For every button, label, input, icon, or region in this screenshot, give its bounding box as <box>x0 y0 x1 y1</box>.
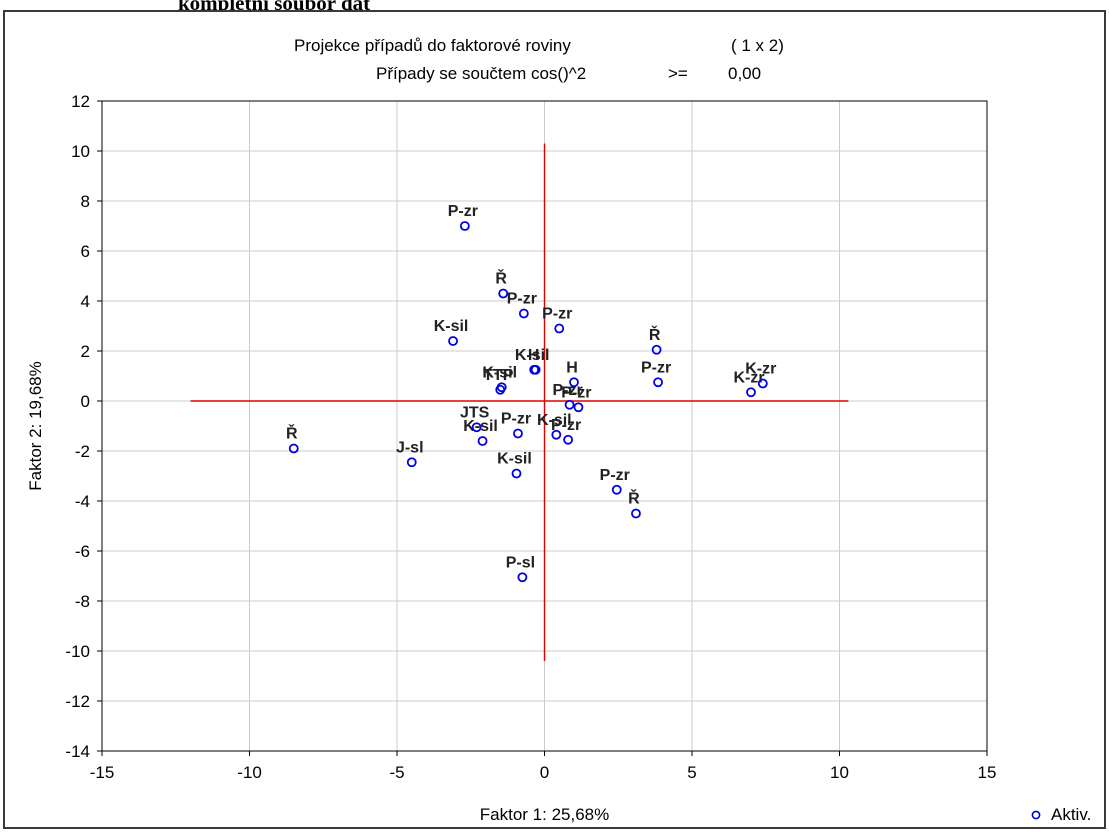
data-point-label: K-zr <box>745 361 776 378</box>
data-point <box>631 508 641 519</box>
data-point <box>563 434 573 445</box>
data-point <box>288 443 299 454</box>
reference-lines <box>190 143 849 661</box>
data-point-label: Ř <box>649 325 661 344</box>
chart-subtitle: Případy se součtem cos()^2 <box>376 64 586 83</box>
data-point-label: P-zr <box>501 411 531 428</box>
data-point <box>459 221 470 231</box>
y-tick-label: -10 <box>65 642 90 661</box>
chart-subtitle-value: 0,00 <box>728 64 761 83</box>
data-point <box>513 428 523 439</box>
data-point <box>471 422 482 433</box>
x-tick-label: -10 <box>237 763 262 782</box>
data-point-label: P-sl <box>506 554 535 571</box>
y-tick-label: -6 <box>75 542 90 561</box>
data-point-label: TTP <box>483 367 514 384</box>
data-point <box>498 288 509 299</box>
x-axis-label: Faktor 1: 25,68% <box>480 805 609 824</box>
data-point-label: K-sil <box>482 364 517 381</box>
data-point-label: K-sil <box>515 347 550 364</box>
data-point-label: Ř <box>286 424 298 443</box>
data-point <box>746 387 756 398</box>
legend-label: Aktiv. <box>1051 805 1091 824</box>
legend-marker-icon <box>1031 810 1041 820</box>
y-tick-label: 12 <box>71 92 90 111</box>
y-tick-label: -4 <box>75 492 90 511</box>
data-point-label: P-zr <box>600 467 630 484</box>
data-point <box>569 377 579 388</box>
data-point <box>518 308 529 319</box>
data-point-label: H <box>566 359 578 376</box>
data-point <box>554 323 565 334</box>
scatter-chart: -15 -10 -5 0 5 10 15 -14 -12 -10 -8 -6 -4 -2 0 2 4 6 8 10 12… <box>26 36 1091 824</box>
data-point <box>530 364 541 375</box>
chart-subtitle-operator: >= <box>668 64 688 83</box>
data-point-label: P-zr <box>561 384 591 401</box>
x-tick-label: -15 <box>90 763 115 782</box>
chart-title-suffix: ( 1 x 2) <box>731 36 784 55</box>
data-point <box>564 399 575 410</box>
y-tick-label: 0 <box>81 392 90 411</box>
data-point <box>551 429 562 440</box>
data-point-label: P-zr <box>448 203 478 220</box>
data-point-label: Ř <box>628 489 640 508</box>
data-point-label: P-zr <box>641 359 671 376</box>
data-point <box>448 336 458 346</box>
y-tick-label: 2 <box>81 342 90 361</box>
data-point <box>611 484 622 495</box>
data-points <box>288 221 768 583</box>
data-point <box>651 344 662 355</box>
x-tick-label: 10 <box>830 763 849 782</box>
y-tick-label: 6 <box>81 242 90 261</box>
y-tick-label: 10 <box>71 142 90 161</box>
legend: Aktiv. <box>1031 805 1091 824</box>
plot-frame: -15 -10 -5 0 5 10 15 -14 -12 -10 -8 -6 -4 -2 0 2 4 6 8 10 12… <box>3 10 1106 829</box>
data-point <box>757 378 768 389</box>
data-point-label: P-zr <box>551 417 581 434</box>
data-point <box>495 384 506 395</box>
axis-ticks: -15 -10 -5 0 5 10 15 -14 -12 -10 -8 -6 -4 -2 0 2 4 6 8 10 12 <box>65 92 996 782</box>
data-point-label: K-zr <box>733 369 764 386</box>
data-point-label: P-zr <box>542 306 572 323</box>
data-point-label: K-sil <box>537 412 572 429</box>
data-point <box>406 457 417 468</box>
data-point <box>653 377 663 388</box>
y-axis-label: Faktor 2: 19,68% <box>26 361 45 490</box>
data-point <box>517 572 528 583</box>
y-tick-label: -2 <box>75 442 90 461</box>
y-tick-label: -8 <box>75 592 90 611</box>
data-point-label: J-sl <box>396 439 424 456</box>
data-point-label: P-zr <box>507 291 537 308</box>
x-tick-label: -5 <box>389 763 404 782</box>
x-tick-label: 5 <box>687 763 696 782</box>
data-point-label: K-sil <box>434 318 469 335</box>
data-point-label: K-sil <box>497 451 532 468</box>
y-tick-label: -12 <box>65 692 90 711</box>
x-tick-label: 15 <box>978 763 997 782</box>
y-tick-label: 4 <box>81 292 90 311</box>
data-point-label: JTS <box>460 404 490 421</box>
y-tick-label: 8 <box>81 192 90 211</box>
data-point <box>477 436 488 446</box>
data-point-label: Ř <box>495 269 507 288</box>
data-point <box>511 468 522 479</box>
x-tick-label: 0 <box>540 763 549 782</box>
chart-title: Projekce případů do faktorové roviny <box>294 36 571 55</box>
data-point <box>573 402 584 413</box>
y-tick-label: -14 <box>65 742 90 761</box>
data-point-label: H <box>528 347 540 364</box>
